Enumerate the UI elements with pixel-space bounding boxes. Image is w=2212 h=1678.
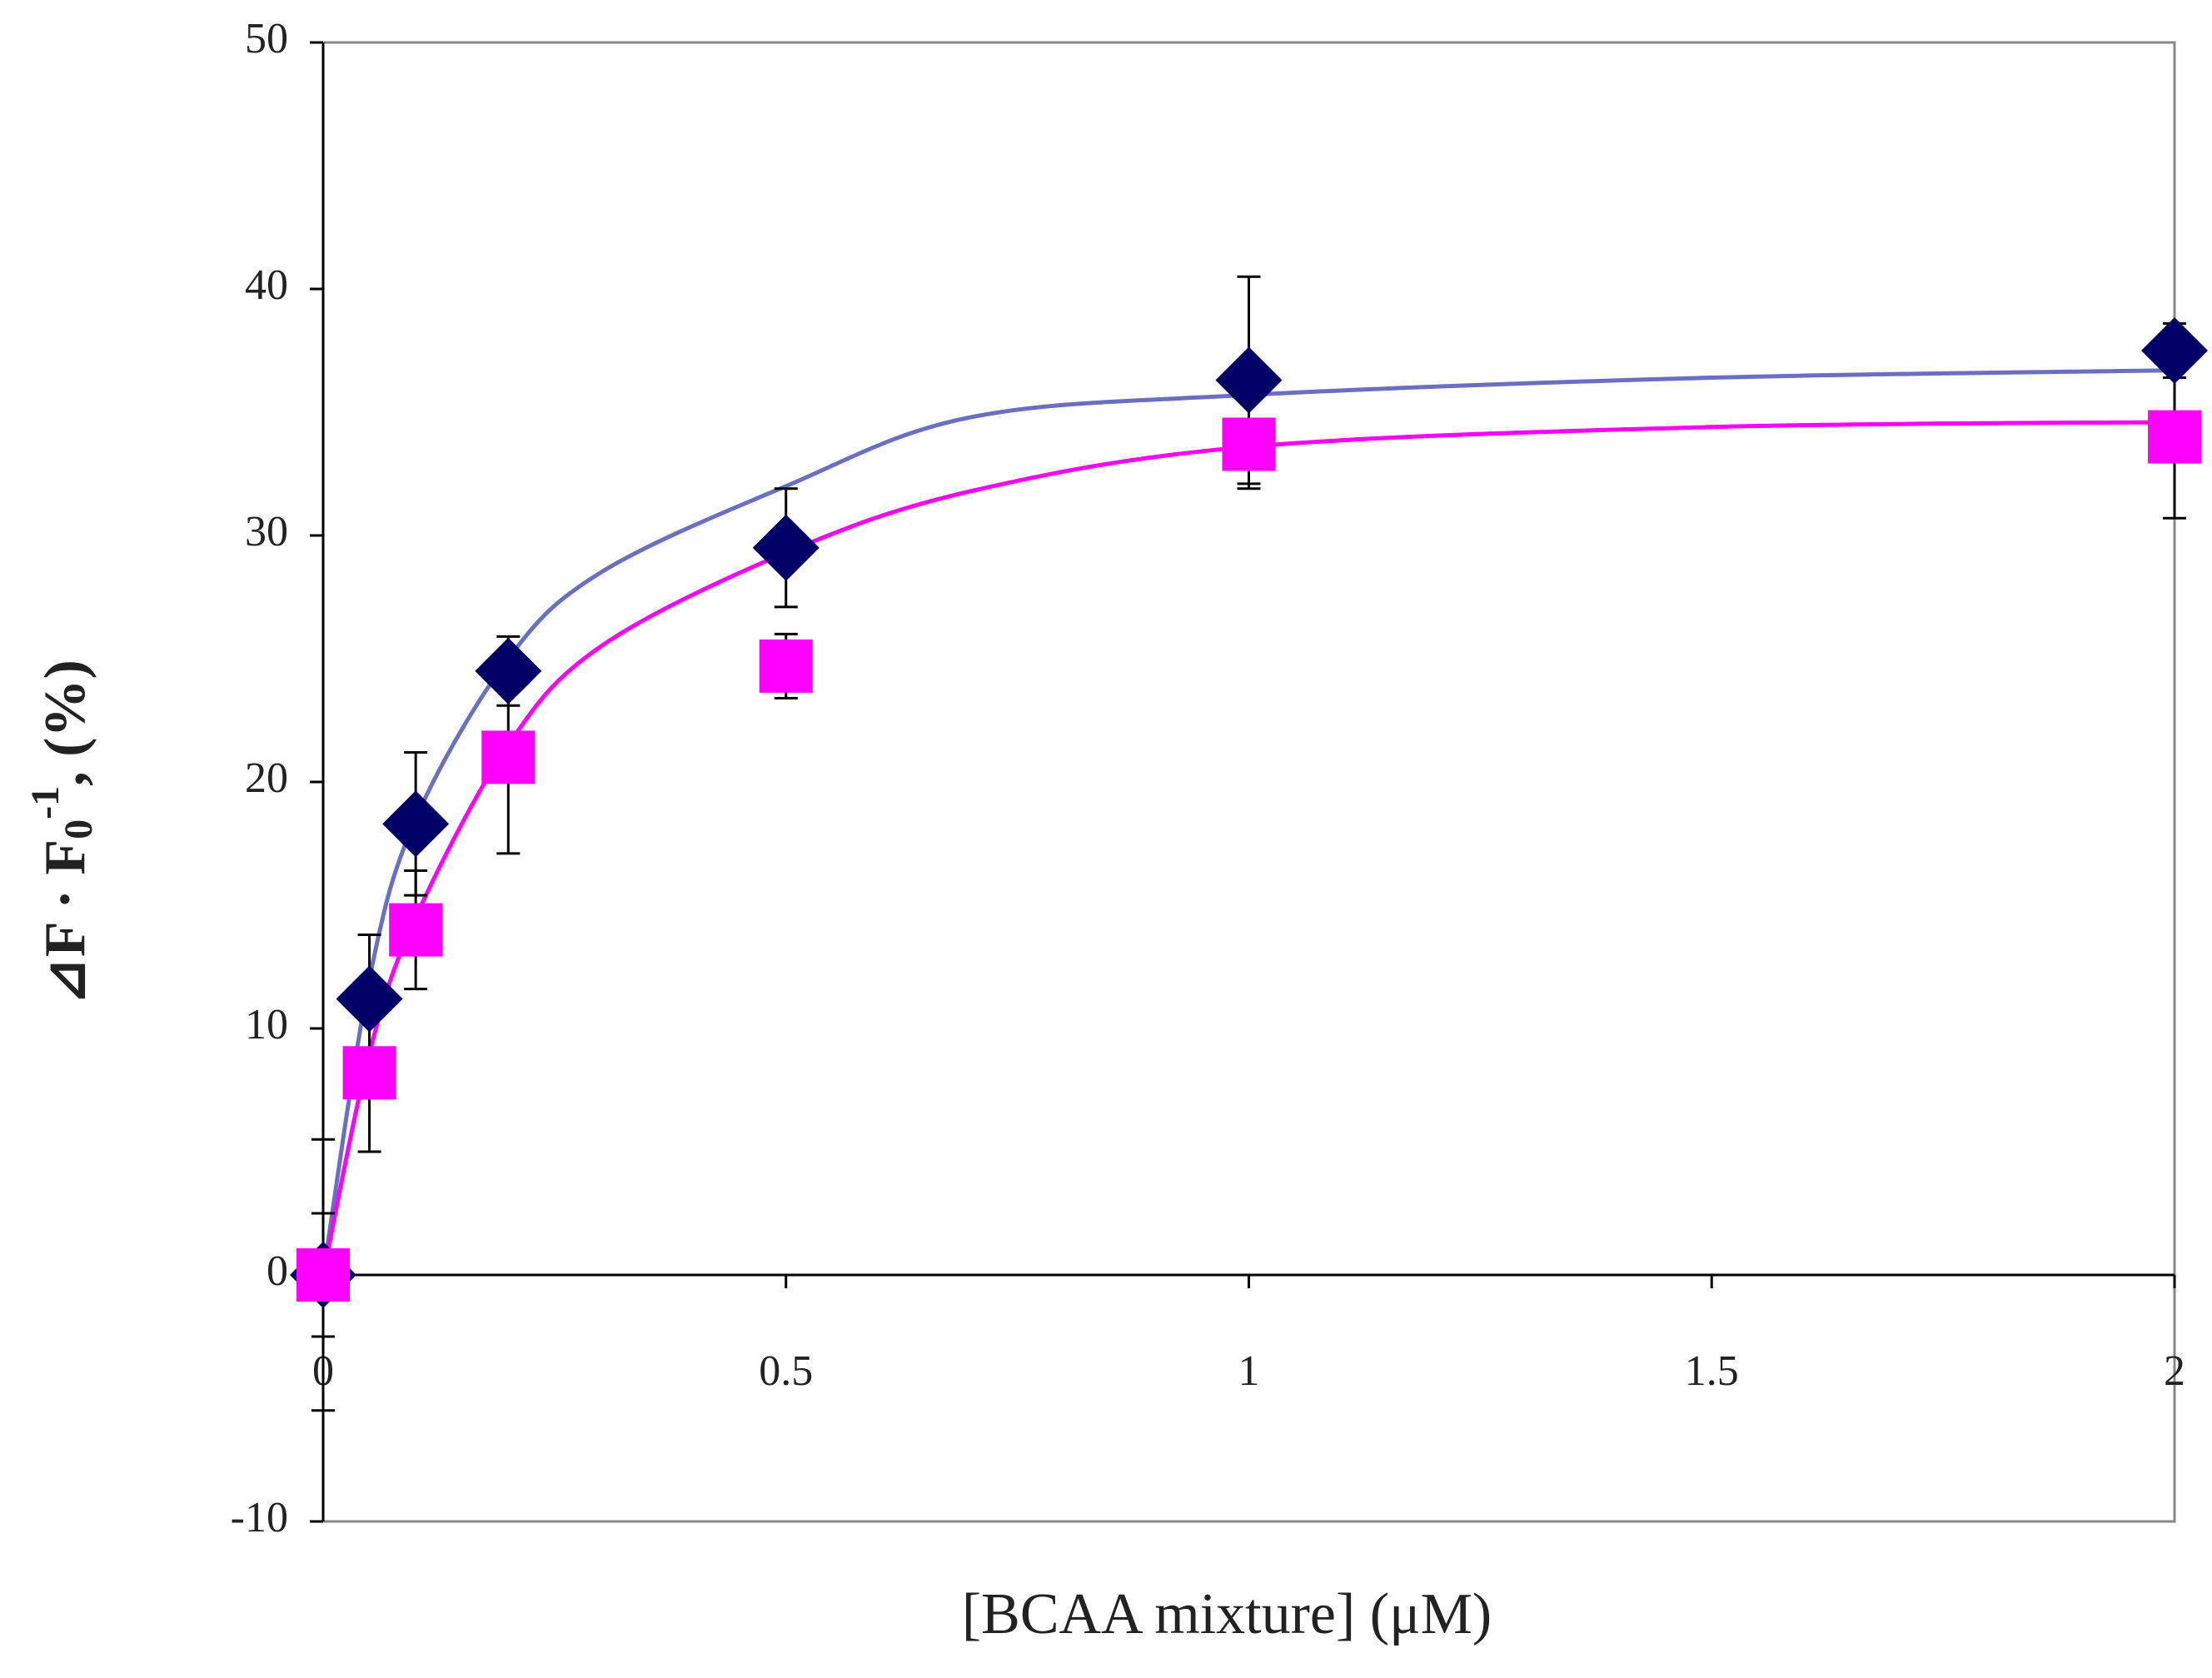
data-point	[475, 637, 542, 705]
y-tick-label: 10	[245, 1001, 288, 1048]
plot-frame	[321, 41, 2176, 1523]
x-axis-title: [BCAA mixture] (μM)	[962, 1582, 1492, 1646]
data-point	[1215, 346, 1283, 414]
data-point	[389, 903, 443, 957]
x-tick-label: 2	[2164, 1347, 2185, 1395]
y-axis-title-sub: 0	[57, 819, 101, 839]
y-axis-title-part: ⊿F · F	[33, 839, 97, 1006]
data-point	[481, 730, 536, 784]
data-point	[2141, 317, 2208, 384]
y-tick-label: 30	[245, 508, 288, 555]
y-tick-label: 0	[267, 1247, 288, 1295]
data-point	[2148, 410, 2201, 464]
data-point	[342, 1046, 396, 1100]
y-axis-title-sup: -1	[23, 786, 67, 819]
fit-curve	[321, 368, 2175, 1276]
y-tick-label: 40	[245, 261, 288, 309]
x-tick-label: 1.5	[1685, 1347, 1739, 1395]
data-point	[296, 1248, 350, 1302]
y-tick-label: 50	[245, 15, 288, 62]
data-point	[382, 790, 450, 858]
data-point	[759, 639, 813, 693]
y-axis-title: ⊿F · F0-1, (%)	[23, 660, 101, 1006]
y-axis-title-part: , (%)	[33, 660, 97, 786]
y-tick-label: 20	[245, 754, 288, 802]
fit-curve	[321, 420, 2175, 1276]
y-tick-label: -10	[231, 1494, 288, 1541]
data-point	[752, 514, 820, 581]
data-point	[1222, 417, 1276, 471]
x-tick-label: 1	[1238, 1347, 1260, 1395]
x-tick-label: 0.5	[759, 1347, 813, 1395]
data-point	[336, 965, 403, 1033]
